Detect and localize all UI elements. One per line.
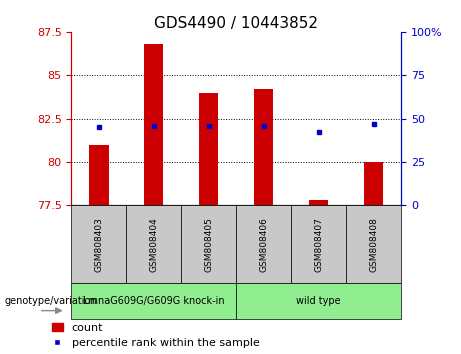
Bar	[71, 283, 236, 319]
Text: GSM808403: GSM808403	[95, 217, 103, 272]
Text: wild type: wild type	[296, 296, 341, 306]
Bar	[144, 44, 164, 205]
Bar	[309, 200, 328, 205]
Text: GSM808406: GSM808406	[259, 217, 268, 272]
Bar	[71, 205, 126, 283]
Bar	[346, 205, 401, 283]
Bar	[126, 205, 181, 283]
Text: genotype/variation: genotype/variation	[5, 296, 97, 306]
Bar	[254, 89, 273, 205]
Text: GSM808404: GSM808404	[149, 217, 159, 272]
Bar	[181, 205, 236, 283]
Title: GDS4490 / 10443852: GDS4490 / 10443852	[154, 16, 318, 31]
Bar	[236, 205, 291, 283]
Legend: count, percentile rank within the sample: count, percentile rank within the sample	[52, 322, 260, 348]
Text: GSM808407: GSM808407	[314, 217, 323, 272]
Bar	[364, 162, 383, 205]
Text: GSM808408: GSM808408	[369, 217, 378, 272]
Bar	[291, 205, 346, 283]
Text: LmnaG609G/G609G knock-in: LmnaG609G/G609G knock-in	[83, 296, 225, 306]
Bar	[236, 283, 401, 319]
Bar	[199, 92, 219, 205]
Bar	[89, 144, 108, 205]
Text: GSM808405: GSM808405	[204, 217, 213, 272]
